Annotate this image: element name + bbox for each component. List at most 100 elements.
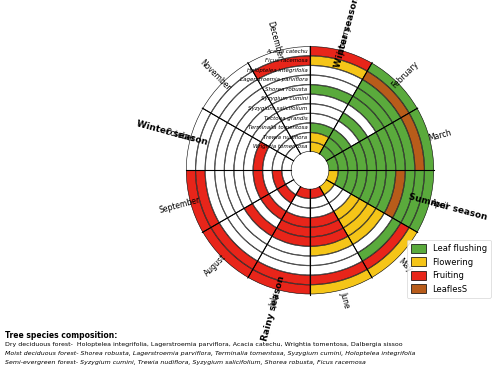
Bar — [203, 63, 252, 113]
Bar — [224, 128, 244, 170]
Bar — [277, 220, 310, 236]
Bar — [220, 218, 262, 261]
Text: Winter season: Winter season — [333, 0, 361, 68]
Bar — [310, 228, 348, 246]
Bar — [334, 194, 359, 219]
Bar — [236, 96, 272, 132]
Bar — [234, 170, 252, 208]
Bar — [196, 170, 219, 227]
Bar — [228, 213, 267, 253]
Text: June: June — [338, 291, 351, 309]
Bar — [310, 195, 328, 208]
Bar — [410, 108, 434, 170]
Bar — [310, 56, 367, 79]
Text: Tree species composition:: Tree species composition: — [5, 331, 117, 340]
Bar — [215, 170, 236, 218]
Bar — [401, 113, 424, 170]
Bar — [310, 66, 362, 87]
Bar — [236, 209, 272, 244]
Bar — [358, 218, 401, 261]
Bar — [296, 142, 310, 154]
Bar — [272, 228, 310, 246]
Bar — [348, 96, 384, 132]
Text: Dry deciduous forest-  Holoptelea integrifolia, Lagerstroemia parviflora, Acacia: Dry deciduous forest- Holoptelea integri… — [5, 342, 402, 348]
Text: July: July — [269, 292, 281, 308]
Bar — [368, 170, 386, 208]
Bar — [278, 185, 296, 203]
Bar — [263, 170, 277, 194]
Bar — [334, 170, 347, 189]
Bar — [368, 132, 386, 170]
Bar — [286, 203, 310, 217]
Bar — [310, 104, 343, 121]
Text: May: May — [396, 257, 414, 274]
Text: Terminalia tomentosa: Terminalia tomentosa — [248, 125, 308, 130]
Bar — [254, 170, 269, 199]
Bar — [324, 138, 342, 156]
Bar — [343, 170, 357, 194]
Bar — [310, 220, 343, 236]
Text: Winter season: Winter season — [135, 120, 208, 147]
Bar — [220, 80, 262, 123]
Bar — [270, 130, 291, 151]
Bar — [310, 133, 328, 146]
Bar — [282, 114, 310, 129]
Bar — [261, 194, 286, 219]
Bar — [310, 46, 372, 71]
Text: Lagerstroemia parviflora: Lagerstroemia parviflora — [240, 77, 308, 82]
Bar — [261, 121, 286, 146]
Bar — [268, 236, 310, 256]
Bar — [262, 245, 310, 265]
Bar — [329, 130, 350, 151]
Bar — [360, 170, 376, 204]
Bar — [320, 146, 334, 161]
Bar — [338, 199, 368, 228]
Bar — [344, 204, 376, 236]
Bar — [224, 170, 244, 213]
Bar — [329, 189, 350, 211]
Text: Rainy season: Rainy season — [260, 275, 286, 342]
Bar — [253, 261, 310, 284]
Legend: Leaf flushing, Flowering, Fruiting, LeaflesS: Leaf flushing, Flowering, Fruiting, Leaf… — [406, 240, 491, 298]
Bar — [393, 170, 414, 223]
Bar — [310, 236, 352, 256]
Bar — [258, 253, 310, 275]
Bar — [376, 170, 396, 213]
Bar — [234, 132, 252, 170]
Bar — [348, 209, 384, 244]
Bar — [368, 63, 417, 113]
Bar — [410, 170, 434, 232]
Bar — [252, 199, 282, 228]
Bar — [228, 88, 267, 127]
Text: Semi-evergreen forest- Syzygium cumini, Trewia nudiflora, Syzygium salicifolium,: Semi-evergreen forest- Syzygium cumini, … — [5, 360, 366, 365]
Bar — [310, 203, 334, 217]
Bar — [272, 170, 285, 189]
Bar — [244, 104, 276, 137]
Text: November: November — [198, 58, 232, 92]
Bar — [282, 170, 294, 184]
Bar — [292, 195, 310, 208]
Bar — [206, 118, 227, 170]
Bar — [351, 142, 366, 170]
Text: September: September — [158, 195, 202, 215]
Bar — [244, 137, 260, 170]
Bar — [310, 261, 367, 284]
Bar — [376, 128, 396, 170]
Bar — [310, 270, 372, 294]
Bar — [310, 75, 358, 96]
Bar — [343, 147, 357, 170]
Bar — [268, 85, 310, 104]
Text: August: August — [202, 253, 228, 278]
Text: Syzygium salicifolium: Syzygium salicifolium — [248, 106, 308, 111]
Bar — [334, 152, 347, 170]
Text: Moist deciduous forest- Shorea robusta, Lagerstroemia parviflora, Terminalia tom: Moist deciduous forest- Shorea robusta, … — [5, 351, 416, 356]
Bar — [215, 123, 236, 170]
Bar — [338, 113, 368, 142]
Text: April: April — [430, 199, 450, 212]
Bar — [196, 113, 219, 170]
Bar — [254, 142, 269, 170]
Bar — [186, 108, 210, 170]
Bar — [360, 137, 376, 170]
Bar — [326, 156, 338, 170]
Bar — [326, 170, 338, 184]
